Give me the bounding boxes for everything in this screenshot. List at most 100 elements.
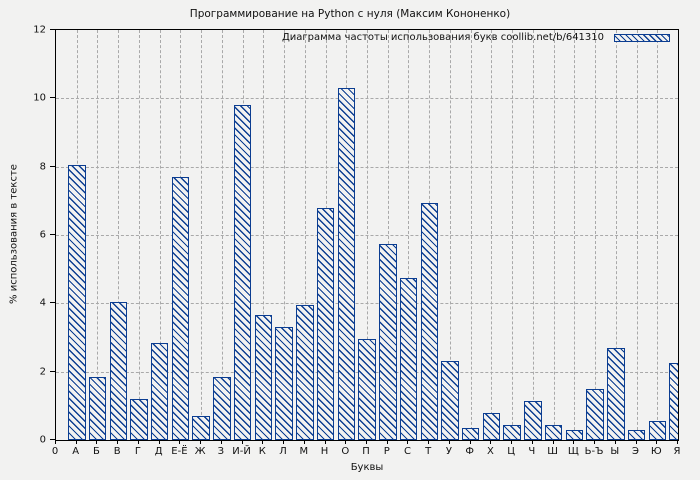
x-tick-mark	[490, 440, 492, 444]
x-tick-mark	[469, 440, 471, 444]
bar	[441, 361, 459, 440]
x-tick-label: Ц	[507, 446, 516, 457]
x-tick-mark	[158, 440, 160, 444]
x-tick-label: С	[403, 446, 411, 457]
x-tick-mark	[635, 440, 637, 444]
x-tick-mark	[573, 440, 575, 444]
bar	[130, 399, 148, 440]
x-tick-mark	[117, 440, 119, 444]
x-tick-mark	[386, 440, 388, 444]
bar	[544, 424, 563, 440]
bar	[254, 315, 273, 440]
v-gridline	[595, 30, 597, 440]
x-tick-mark	[677, 440, 678, 444]
x-tick-label: Ф	[465, 446, 474, 457]
x-tick-label: В	[113, 446, 121, 457]
x-tick-label: Ы	[610, 446, 620, 457]
x-tick-label: 0	[51, 446, 59, 457]
v-gridline	[304, 30, 306, 440]
v-gridline	[118, 30, 120, 440]
x-tick-mark	[656, 440, 658, 444]
bar	[150, 342, 169, 440]
v-gridline	[512, 30, 514, 440]
x-tick-label: А	[72, 446, 80, 457]
x-tick-label: К	[258, 446, 266, 457]
x-axis-label: Буквы	[350, 462, 384, 473]
bar	[379, 243, 397, 440]
x-tick-mark	[55, 440, 56, 444]
x-tick-label: Г	[134, 446, 141, 457]
bar	[192, 416, 210, 440]
bar	[461, 428, 480, 440]
bar	[233, 105, 252, 440]
x-tick-mark	[366, 440, 367, 444]
x-tick-mark	[531, 440, 533, 444]
x-tick-label: Ю	[650, 446, 662, 457]
x-tick-mark	[262, 440, 264, 444]
x-tick-label: Д	[154, 446, 163, 457]
x-tick-label: Р	[383, 446, 390, 457]
bar	[296, 305, 314, 440]
v-gridline	[574, 30, 576, 440]
x-tick-mark	[407, 440, 409, 444]
bar	[337, 88, 356, 440]
x-tick-mark	[448, 440, 450, 444]
x-tick-mark	[283, 440, 285, 444]
x-tick-mark	[179, 440, 181, 444]
bar	[109, 301, 127, 440]
v-gridline	[678, 30, 679, 440]
v-gridline	[387, 30, 389, 440]
v-gridline	[284, 30, 286, 440]
bar	[316, 207, 335, 440]
y-tick-label: 8	[39, 161, 46, 173]
v-gridline	[138, 30, 140, 440]
v-gridline	[491, 30, 493, 440]
x-tick-mark	[241, 440, 243, 444]
x-tick-label: И-Й	[232, 446, 251, 457]
x-tick-mark	[511, 440, 513, 444]
y-tick-mark	[50, 97, 55, 99]
x-tick-mark	[220, 440, 222, 444]
x-tick-mark	[137, 440, 139, 444]
x-tick-label: З	[217, 446, 225, 457]
legend: Диаграмма частоты использования букв coo…	[282, 32, 670, 43]
v-gridline	[449, 30, 451, 440]
x-tick-label: Х	[486, 446, 494, 457]
x-tick-mark	[303, 440, 305, 444]
y-tick-label: 6	[39, 229, 46, 241]
x-tick-label: Л	[279, 446, 287, 457]
bar	[399, 277, 418, 440]
x-tick-mark	[96, 440, 98, 444]
y-tick-mark	[50, 370, 55, 372]
bar	[68, 164, 86, 440]
x-tick-mark	[428, 440, 430, 444]
bar	[586, 388, 604, 440]
v-gridline	[615, 30, 617, 440]
x-tick-label: Щ	[567, 446, 579, 457]
bar	[648, 421, 667, 440]
bar	[358, 339, 376, 440]
bar	[524, 400, 542, 440]
bar	[275, 327, 293, 440]
bar	[420, 202, 438, 440]
v-gridline	[201, 30, 203, 440]
v-gridline	[221, 30, 223, 440]
x-tick-label: М	[299, 446, 309, 457]
x-tick-mark	[552, 440, 554, 444]
x-tick-mark	[614, 440, 616, 444]
v-gridline	[636, 30, 638, 440]
y-tick-label: 2	[39, 366, 46, 378]
x-tick-label: Ж	[194, 446, 206, 457]
x-tick-mark	[75, 440, 77, 444]
bar	[607, 347, 625, 440]
v-gridline	[159, 30, 161, 440]
v-gridline	[532, 30, 534, 440]
legend-swatch-icon	[614, 33, 670, 42]
x-tick-label: П	[362, 446, 370, 457]
legend-label: Диаграмма частоты использования букв coo…	[281, 32, 604, 43]
v-gridline	[367, 30, 368, 440]
v-gridline	[263, 30, 265, 440]
bar	[565, 429, 584, 440]
bar	[482, 412, 501, 440]
